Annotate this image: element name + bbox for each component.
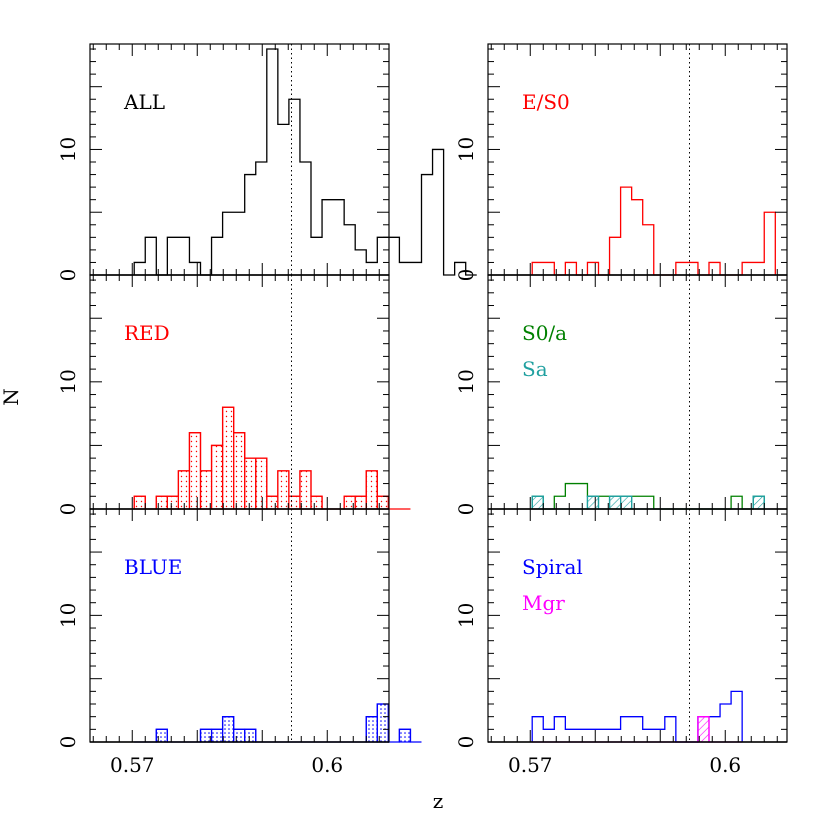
panel-es0: 0 10 E/S0 (454, 43, 788, 282)
bar-fill-red-0-4 (178, 470, 190, 509)
y-tick-label: 10 (56, 603, 80, 628)
y-tick-label: 0 (454, 269, 478, 282)
frame-blue (89, 508, 390, 743)
y-tick-label: 0 (454, 736, 478, 749)
bar-fill-spiral-1-15 (697, 716, 709, 742)
panel-label-all: ALL (123, 90, 165, 114)
y-tick-label: 10 (56, 369, 80, 394)
panel-red: 0 10 RED (56, 274, 411, 516)
bar-fill-red-0-10 (244, 458, 256, 509)
x-axis-label: z (433, 789, 444, 813)
bar-fill-red-0-9 (233, 432, 245, 509)
panel-label2-s0a: Sa (522, 357, 548, 381)
bar-fill-blue-0-2 (156, 729, 168, 742)
y-tick-label: 0 (454, 503, 478, 516)
x-tick-label: 0.6 (709, 753, 741, 777)
panel-s0a: 0 10 S0/a Sa (454, 274, 788, 516)
bar-fill-red-0-3 (167, 496, 179, 509)
bar-fill-red-0-5 (189, 432, 201, 509)
bar-fill-red-0-19 (344, 496, 356, 509)
bar-fill-red-0-14 (288, 496, 300, 509)
y-tick-label: 0 (56, 736, 80, 749)
bar-fill-red-0-7 (211, 445, 223, 509)
bar-fill-red-0-6 (200, 470, 212, 509)
bar-fill-s0a-1-8 (620, 496, 632, 509)
x-tick-label: 0.57 (110, 753, 155, 777)
series-outline-spiral-1 (532, 716, 743, 743)
bar-fill-s0a-1-5 (587, 496, 599, 509)
x-tick-label: 0.6 (311, 753, 343, 777)
panel-label-blue: BLUE (124, 555, 182, 579)
bar-fill-red-0-22 (377, 496, 389, 509)
bar-fill-s0a-1-20 (753, 496, 765, 509)
bar-fill-red-0-2 (156, 496, 168, 509)
series-outline-all-0 (133, 48, 477, 276)
bar-fill-blue-0-22 (377, 704, 389, 742)
panel-label-es0: E/S0 (522, 90, 570, 114)
y-tick-label: 10 (454, 603, 478, 628)
frame-all (89, 43, 390, 276)
series-outline-spiral-0 (531, 690, 743, 743)
bar-fill-blue-0-9 (233, 729, 245, 742)
bar-fill-red-0-12 (266, 496, 278, 509)
y-axis-label: N (0, 388, 23, 406)
y-tick-label: 10 (454, 369, 478, 394)
y-tick-label: 0 (56, 503, 80, 516)
bar-fill-red-0-21 (366, 470, 378, 509)
bar-fill-blue-0-8 (222, 716, 234, 742)
panel-label-spiral: Spiral (522, 555, 583, 579)
bar-fill-red-0-15 (299, 470, 311, 509)
series-outline-s0a-0 (531, 482, 765, 510)
bar-fill-blue-0-10 (244, 729, 256, 742)
panel-spiral: 0 10 0.57 0.6 Spiral Mgr (454, 508, 788, 777)
bar-fill-s0a-1-0 (532, 496, 544, 509)
frame-es0 (487, 43, 788, 276)
bar-fill-red-0-20 (355, 496, 367, 509)
bar-fill-s0a-1-7 (609, 496, 621, 509)
frame-spiral (487, 508, 788, 743)
series-outline-s0a-1 (531, 495, 765, 510)
bar-fill-blue-0-24 (399, 729, 411, 742)
y-tick-label: 0 (56, 269, 80, 282)
frame-s0a (487, 274, 788, 510)
y-tick-label: 10 (56, 137, 80, 162)
bar-blue-0-24 (398, 728, 412, 743)
bar-fill-blue-0-6 (200, 729, 212, 742)
bar-fill-red-0-11 (255, 458, 267, 509)
bar-fill-blue-0-7 (211, 729, 223, 742)
bar-fill-blue-0-21 (366, 716, 378, 742)
bar-fill-red-0-8 (222, 407, 234, 509)
x-tick-label: 0.57 (508, 753, 553, 777)
bar-fill-red-0-0 (134, 496, 146, 509)
panel-blue: 0 10 0.57 0.6 BLUE (56, 508, 422, 777)
panel-label-red: RED (124, 321, 170, 345)
panel-label-s0a: S0/a (522, 321, 567, 345)
bar-fill-red-0-13 (277, 470, 289, 509)
panel-all: 0 10 ALL (56, 43, 477, 282)
y-tick-label: 10 (454, 137, 478, 162)
panel-label2-spiral: Mgr (522, 591, 565, 615)
series-outline-es0-0 (531, 186, 776, 276)
bar-fill-red-0-16 (311, 496, 323, 509)
